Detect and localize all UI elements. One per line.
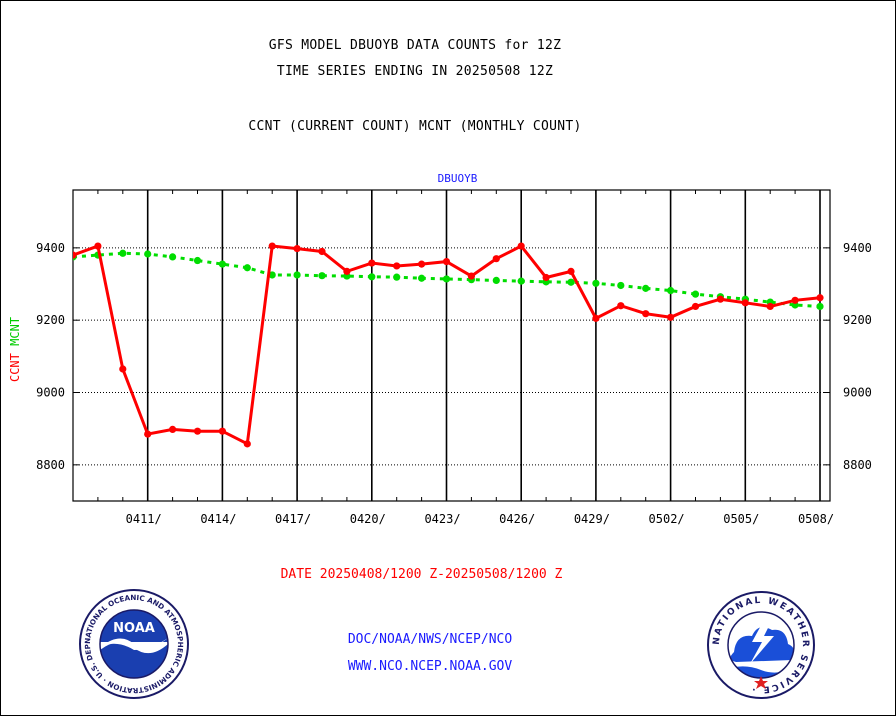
data-point-ccnt [592, 314, 600, 322]
x-tick-label: 0420/ [350, 512, 386, 526]
chart-title-line-1: GFS MODEL DBUOYB DATA COUNTS for 12Z [268, 38, 562, 53]
plot-title: DBUOYB [438, 172, 478, 185]
data-point-ccnt [293, 244, 301, 253]
data-point-ccnt [169, 425, 177, 433]
data-point-mcnt [442, 275, 451, 283]
x-tick-label: 0508/ [798, 512, 834, 526]
data-point-ccnt [94, 242, 102, 250]
data-point-ccnt [492, 255, 500, 263]
data-point-ccnt [418, 260, 426, 268]
data-point-ccnt [741, 299, 749, 307]
nws-logo: NATIONAL WEATHER SERVICE · [707, 591, 815, 699]
data-point-ccnt [144, 430, 152, 438]
data-point-ccnt [243, 440, 251, 448]
x-axis-label: DATE 20250408/1200 Z-20250508/1200 Z [281, 567, 563, 582]
data-point-mcnt [617, 281, 625, 290]
x-tick-label: 0414/ [200, 512, 236, 526]
noaa-logo: NATIONAL OCEANIC AND ATMOSPHERIC ADMINIS… [78, 588, 189, 699]
data-point-ccnt [119, 365, 127, 373]
data-point-mcnt [243, 264, 251, 272]
data-point-mcnt [567, 278, 575, 286]
y-axis-label: CCNT MCNT [8, 317, 22, 382]
y-tick-label: 9400 [36, 241, 65, 255]
data-point-mcnt [816, 302, 824, 311]
data-point-ccnt [193, 427, 202, 435]
data-point-ccnt [442, 258, 451, 266]
data-point-mcnt [368, 273, 376, 281]
y-tick-label: 9200 [36, 313, 65, 327]
data-point-mcnt [193, 256, 202, 265]
data-point-mcnt [418, 274, 426, 282]
y-axis-label-part: CCNT [8, 353, 22, 382]
data-point-ccnt [393, 262, 401, 270]
y-tick-label-right: 9000 [843, 386, 872, 400]
y-tick-label-right: 8800 [843, 458, 872, 472]
x-tick-label: 0423/ [424, 512, 460, 526]
data-point-mcnt [144, 250, 152, 258]
data-point-ccnt [218, 427, 226, 435]
data-point-ccnt [467, 272, 475, 280]
data-point-mcnt [667, 286, 675, 295]
data-point-mcnt [268, 271, 276, 279]
data-point-ccnt [642, 310, 650, 318]
x-tick-label: 0502/ [649, 512, 685, 526]
data-point-mcnt [642, 284, 650, 292]
data-point-ccnt [517, 242, 525, 250]
footer-web-link[interactable]: WWW.NCO.NCEP.NOAA.GOV [347, 659, 513, 674]
data-point-ccnt [268, 242, 276, 250]
data-point-mcnt [169, 253, 177, 261]
data-point-mcnt [492, 276, 500, 285]
data-point-mcnt [393, 273, 401, 281]
x-tick-label: 0505/ [723, 512, 759, 526]
data-point-ccnt [73, 251, 77, 259]
noaa-logo-text: NOAA [113, 621, 155, 636]
y-tick-label-right: 9400 [843, 241, 872, 255]
data-point-ccnt [667, 313, 675, 321]
plot-frame [72, 189, 831, 502]
data-point-ccnt [318, 247, 326, 256]
y-axis-label-part: MCNT [8, 317, 22, 353]
chart-subtitle: CCNT (CURRENT COUNT) MCNT (MONTHLY COUNT… [248, 119, 582, 134]
data-point-mcnt [218, 260, 226, 268]
data-point-mcnt [293, 271, 301, 279]
data-point-ccnt [567, 267, 575, 275]
x-tick-label: 0411/ [126, 512, 162, 526]
data-point-ccnt [691, 302, 700, 311]
data-point-ccnt [617, 302, 625, 310]
data-point-ccnt [766, 302, 774, 311]
data-point-ccnt [343, 267, 351, 275]
data-point-ccnt [816, 294, 824, 302]
data-point-ccnt [791, 296, 799, 304]
series-ccnt [73, 242, 824, 448]
x-tick-label: 0429/ [574, 512, 610, 526]
data-point-mcnt [592, 279, 600, 287]
x-tick-label: 0426/ [499, 512, 535, 526]
x-tick-label: 0417/ [275, 512, 311, 526]
data-point-ccnt [368, 259, 376, 267]
footer-org-link[interactable]: DOC/NOAA/NWS/NCEP/NCO [347, 632, 513, 647]
data-point-mcnt [691, 290, 700, 298]
data-point-mcnt [119, 249, 127, 257]
data-point-mcnt [517, 277, 525, 285]
data-point-mcnt [318, 272, 326, 280]
data-point-ccnt [716, 295, 725, 303]
data-point-ccnt [542, 273, 550, 282]
y-tick-label: 9000 [36, 386, 65, 400]
chart-title-line-2: TIME SERIES ENDING IN 20250508 12Z [276, 64, 554, 79]
y-tick-label-right: 9200 [843, 313, 872, 327]
y-tick-label: 8800 [36, 458, 65, 472]
